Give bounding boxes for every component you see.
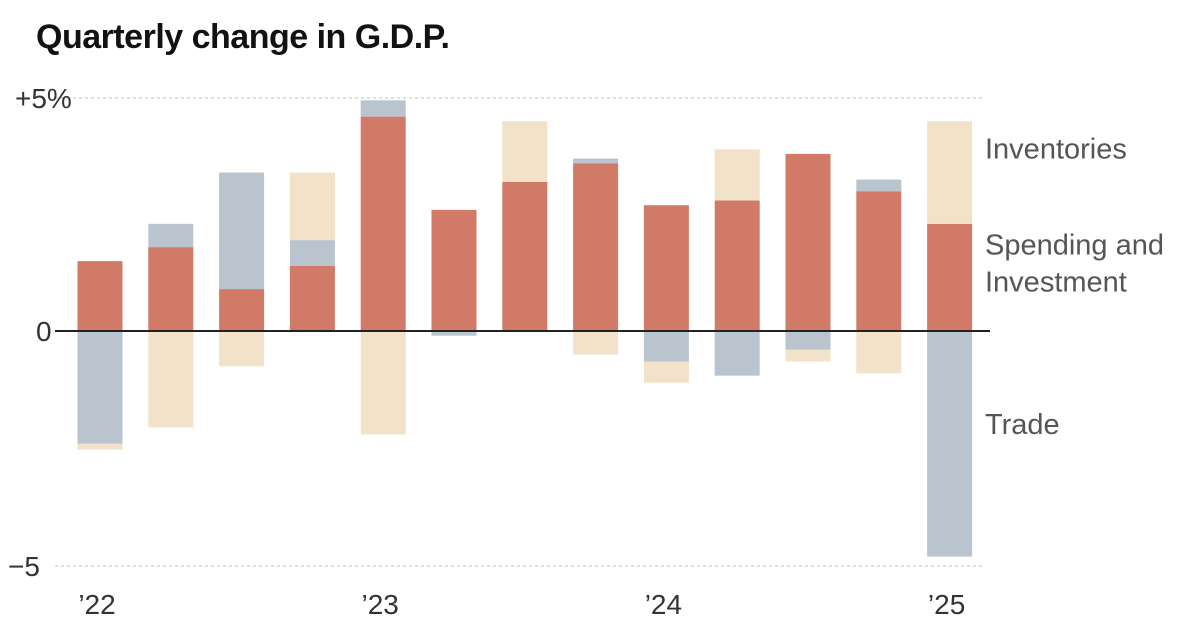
x-tick-label: ’24 — [645, 589, 682, 620]
bar-inventories-9 — [714, 149, 760, 201]
bar-spending-and-investment-2 — [219, 289, 265, 331]
legend-layer: Inventories Spending and Investment Trade — [985, 134, 1164, 441]
bar-spending-and-investment-10 — [785, 153, 831, 331]
bar-spending-and-investment-3 — [289, 265, 335, 331]
legend-label-spending-and-investment: Spending and Investment — [985, 229, 1164, 298]
bar-trade-11 — [856, 179, 902, 192]
bar-inventories-3 — [289, 172, 335, 241]
bar-trade-4 — [360, 100, 406, 117]
bar-spending-and-investment-9 — [714, 200, 760, 331]
bar-inventories-0 — [77, 443, 123, 450]
legend-label-trade: Trade — [985, 409, 1060, 441]
bar-inventories-4 — [360, 331, 406, 435]
bar-spending-and-investment-12 — [927, 223, 973, 331]
bar-trade-0 — [77, 331, 123, 444]
chart-title: Quarterly change in G.D.P. — [36, 18, 450, 56]
bar-spending-and-investment-0 — [77, 261, 123, 331]
legend-label-line: Trade — [985, 409, 1060, 441]
bar-inventories-8 — [643, 361, 689, 383]
bar-spending-and-investment-7 — [573, 163, 619, 331]
bar-inventories-11 — [856, 331, 902, 374]
bar-inventories-12 — [927, 121, 973, 224]
bar-trade-10 — [785, 331, 831, 350]
bar-spending-and-investment-11 — [856, 191, 902, 331]
x-tick-label: ’23 — [362, 589, 399, 620]
bar-spending-and-investment-1 — [148, 247, 194, 331]
bar-trade-7 — [573, 158, 619, 164]
bar-layer — [77, 100, 973, 557]
legend-label-line: Inventories — [985, 134, 1127, 166]
bar-trade-9 — [714, 331, 760, 376]
bar-inventories-1 — [148, 331, 194, 428]
bar-inventories-2 — [219, 331, 265, 367]
bar-trade-5 — [431, 331, 477, 336]
bar-trade-2 — [219, 172, 265, 290]
bar-trade-1 — [148, 223, 194, 248]
x-tick-label: ’25 — [928, 589, 965, 620]
legend-label-line: Investment — [985, 266, 1127, 298]
y-tick-label: −5 — [8, 551, 40, 582]
grid-layer — [55, 97, 985, 567]
bar-spending-and-investment-5 — [431, 209, 477, 331]
bar-spending-and-investment-8 — [643, 205, 689, 331]
axis-layer: +5% 0 −5 ’22 ’23 ’24 ’25 — [8, 83, 990, 620]
legend-label-inventories: Inventories — [985, 134, 1127, 166]
bar-inventories-7 — [573, 331, 619, 355]
legend-label-line: Spending and — [985, 229, 1164, 261]
bar-inventories-6 — [502, 121, 548, 182]
x-tick-label: ’22 — [78, 589, 115, 620]
bar-spending-and-investment-6 — [502, 181, 548, 331]
y-tick-label: +5% — [15, 83, 72, 114]
bar-trade-3 — [289, 240, 335, 266]
bar-inventories-10 — [785, 349, 831, 362]
bar-trade-8 — [643, 331, 689, 362]
bar-spending-and-investment-4 — [360, 116, 406, 331]
y-tick-label: 0 — [36, 316, 52, 347]
bar-trade-12 — [927, 331, 973, 557]
